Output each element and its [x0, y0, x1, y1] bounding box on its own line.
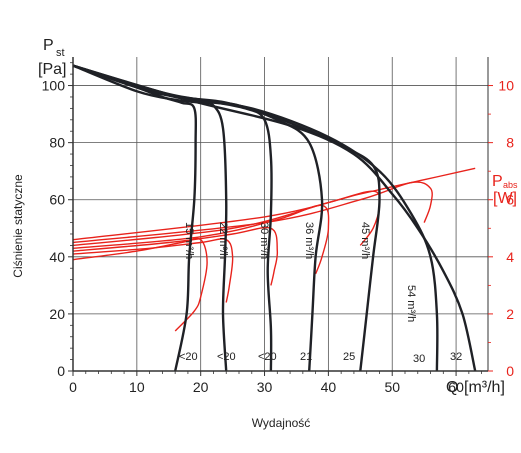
- bottom-label-4: 21: [300, 351, 312, 363]
- right-axis-subscript: abs: [503, 180, 518, 190]
- bottom-label-2: <20: [217, 351, 236, 363]
- y-tick-label: 60: [49, 192, 65, 208]
- bottom-label-6: 30: [413, 353, 425, 365]
- left-axis-label: Ciśnienie statyczne: [11, 174, 25, 278]
- power-curve: [72, 190, 381, 247]
- x-tick-label: 10: [129, 379, 145, 395]
- pressure-curve: [72, 64, 198, 372]
- y-tick-label: 100: [42, 78, 66, 94]
- right-axis-symbol: P: [492, 173, 503, 190]
- right-tick-label: 6: [506, 192, 514, 208]
- y-tick-label: 20: [49, 306, 65, 322]
- bottom-label-3: <20: [258, 351, 277, 363]
- x-tick-label: 60: [448, 379, 464, 395]
- power-curve: [72, 237, 208, 332]
- x-axis-symbol: Q: [446, 379, 458, 396]
- y-tick-label: 80: [49, 135, 65, 151]
- x-axis-unit: [m³/h]: [464, 379, 505, 396]
- x-axis-label: Wydajność: [252, 416, 311, 430]
- x-tick-label: 30: [257, 379, 273, 395]
- right-tick-label: 0: [506, 363, 514, 379]
- ticks: 0 10 20 30 40 50 60 0 20 40 60 80 100 0 2 4 6 8 10: [42, 62, 514, 395]
- left-axis-unit: [Pa]: [38, 61, 66, 78]
- bottom-label-7: 32: [450, 351, 462, 363]
- x-tick-label: 0: [69, 379, 77, 395]
- pressure-curve: [72, 64, 477, 372]
- x-tick-label: 20: [193, 379, 209, 395]
- y-tick-label: 40: [49, 249, 65, 265]
- curve-label-36: 36 m³/h: [303, 222, 315, 259]
- curve-label-15: 15 m³/h: [183, 222, 195, 259]
- right-axis-unit: [W]: [493, 190, 517, 207]
- bottom-label-5: 25: [343, 351, 355, 363]
- pressure-curve: [72, 64, 228, 372]
- curve-label-22: 22 m³/h: [217, 222, 229, 259]
- left-axis-subscript: st: [56, 47, 65, 59]
- right-tick-label: 10: [498, 78, 514, 94]
- pressure-curve: [72, 64, 273, 372]
- left-axis-symbol: P: [43, 37, 54, 54]
- right-tick-label: 2: [506, 306, 514, 322]
- curve-label-45: 45 m³/h: [359, 222, 371, 259]
- x-tick-label: 50: [384, 379, 400, 395]
- power-curve: [72, 181, 433, 244]
- y-tick-label: 0: [57, 363, 65, 379]
- right-tick-label: 8: [506, 135, 514, 151]
- curve-label-54: 54 m³/h: [405, 285, 417, 322]
- pressure-curve: [72, 64, 324, 372]
- curve-label-30: 30 m³/h: [258, 222, 270, 259]
- right-tick-label: 4: [506, 249, 514, 265]
- series-layer: [72, 64, 477, 372]
- power-curve: [72, 167, 476, 241]
- x-tick-label: 40: [321, 379, 337, 395]
- bottom-label-1: <20: [179, 351, 198, 363]
